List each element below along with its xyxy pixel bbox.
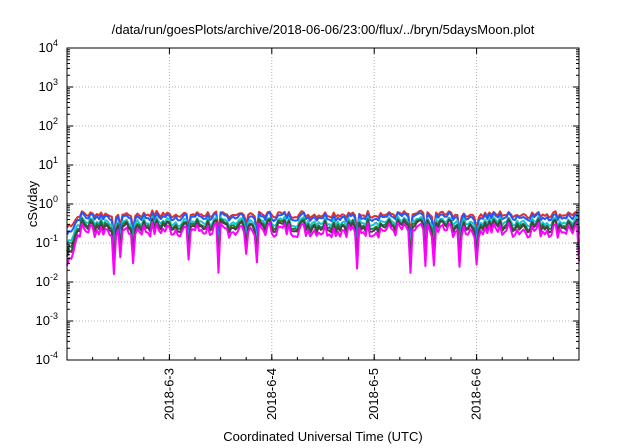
chart-title: /data/run/goesPlots/archive/2018-06-06/2…	[112, 22, 535, 37]
x-tick-label: 2018-6-3	[161, 368, 176, 420]
series-line	[66, 218, 580, 267]
y-tick-label: 100	[39, 194, 58, 211]
x-tick-label: 2018-6-4	[264, 368, 279, 420]
x-tick-label: 2018-6-5	[366, 368, 381, 420]
y-axis: 10-4 10-3 10-2 10-1 100 101 102 103 104	[36, 38, 579, 367]
series-line	[66, 215, 580, 253]
y-axis-label: cSv/day	[25, 180, 40, 227]
y-tick-label: 101	[39, 155, 58, 172]
grid	[67, 48, 579, 360]
series-line	[66, 211, 580, 242]
x-axis: 2018-6-3 2018-6-4 2018-6-5 2018-6-6	[66, 48, 580, 420]
y-tick-label: 102	[39, 116, 58, 133]
y-tick-label: 104	[39, 38, 58, 55]
x-axis-label: Coordinated Universal Time (UTC)	[223, 429, 422, 444]
series-group	[66, 209, 580, 276]
x-tick-label: 2018-6-6	[469, 368, 484, 420]
y-tick-label: 10-1	[36, 233, 58, 250]
y-tick-label: 10-4	[36, 350, 58, 367]
series-line	[66, 221, 580, 276]
y-tick-label: 10-2	[36, 272, 58, 289]
y-tick-label: 103	[39, 77, 58, 94]
y-tick-label: 10-3	[36, 311, 58, 328]
